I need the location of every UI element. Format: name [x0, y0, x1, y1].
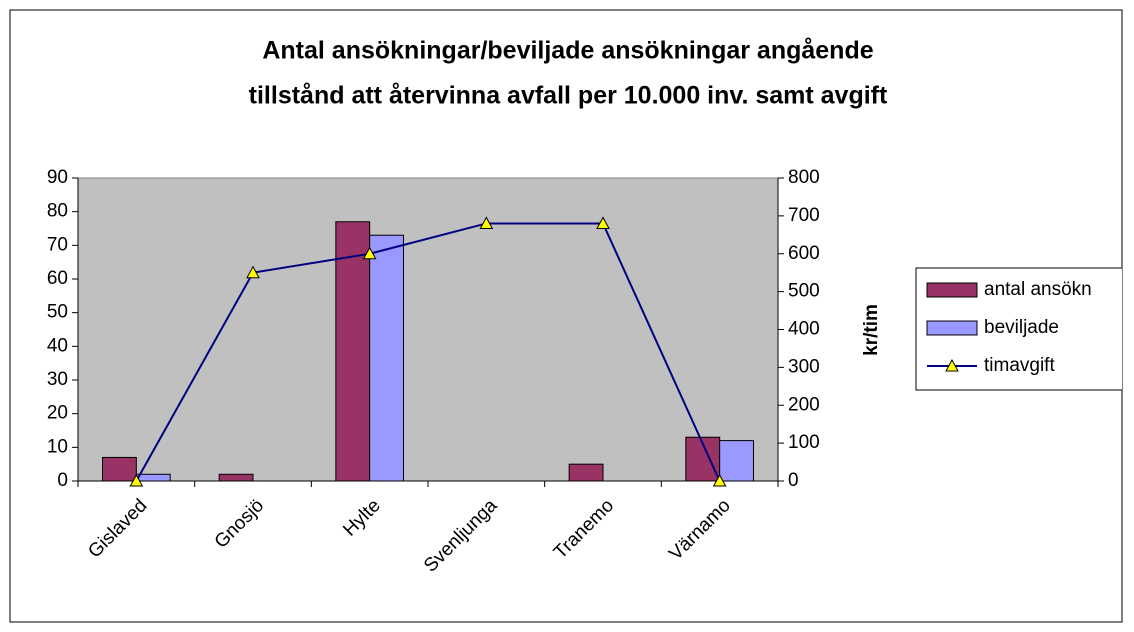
y-tick-label: 50 [47, 302, 68, 323]
chart-title: Antal ansökningar/beviljade ansökningar … [262, 37, 873, 65]
y2-tick-label: 700 [788, 205, 820, 226]
y-tick-label: 60 [47, 268, 68, 289]
plot-area [77, 177, 779, 482]
chart-title: tillstånd att återvinna avfall per 10.00… [249, 82, 888, 110]
y-tick-label: 90 [47, 167, 68, 188]
y2-tick-label: 300 [788, 356, 820, 377]
line-marker [596, 216, 610, 229]
y2-tick-label: 400 [788, 319, 820, 340]
bar [102, 456, 137, 482]
legend-label: antal ansökn [984, 279, 1092, 300]
y-tick-label: 80 [47, 201, 68, 222]
legend-label: beviljade [984, 317, 1059, 338]
line-marker [246, 265, 260, 279]
line [135, 222, 721, 482]
y2-tick-label: 600 [788, 243, 820, 264]
y-tick-label: 40 [47, 335, 68, 356]
legend-marker [945, 358, 959, 372]
y2-tick-label: 500 [788, 281, 820, 302]
bar [218, 473, 254, 482]
y2-tick-label: 800 [788, 167, 820, 188]
y-tick-label: 70 [47, 234, 68, 255]
bar [719, 440, 755, 482]
y-tick-label: 20 [47, 403, 68, 424]
y2-axis-label: kr/tim [861, 304, 882, 356]
y-tick-label: 0 [57, 470, 68, 491]
y-tick-label: 30 [47, 369, 68, 390]
y2-tick-label: 100 [788, 432, 820, 453]
bar [568, 463, 604, 482]
line-marker [712, 473, 727, 487]
legend-swatch [926, 282, 978, 298]
line-marker [362, 246, 377, 260]
legend-label: timavgift [984, 355, 1055, 376]
legend: antal ansökn beviljade timavgift [915, 267, 1122, 391]
y2-tick-label: 200 [788, 394, 820, 415]
legend-swatch [926, 320, 978, 336]
y-tick-label: 10 [47, 436, 68, 457]
y2-tick-label: 0 [788, 470, 799, 491]
bar [369, 234, 404, 482]
line-marker [479, 216, 494, 229]
line-marker [129, 473, 144, 487]
bar [135, 473, 171, 482]
bar [335, 221, 371, 482]
